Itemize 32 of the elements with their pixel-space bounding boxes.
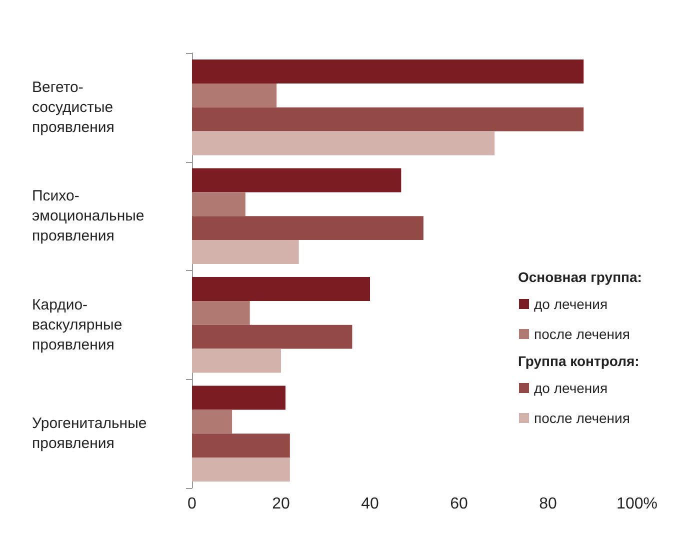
- legend-label: после лечения: [534, 410, 630, 426]
- bar: [192, 168, 402, 192]
- bar: [192, 192, 246, 216]
- legend-label: после лечения: [534, 326, 630, 342]
- text: Основная группа:: [518, 269, 642, 285]
- bar: [192, 458, 290, 482]
- bar: [192, 83, 277, 108]
- x-tick-label: 20: [272, 496, 290, 512]
- bar: [192, 410, 232, 434]
- legend-label: до лечения: [534, 380, 608, 396]
- y-tick-label: Психо- эмоциональные проявления: [32, 188, 144, 245]
- y-tick-label: Урогенитальные проявления: [32, 415, 147, 452]
- bar: [192, 277, 370, 301]
- bar: [192, 300, 250, 325]
- y-tick-label: Вегето- сосудистые проявления: [32, 78, 114, 136]
- bar: [192, 216, 424, 240]
- bar: [192, 386, 286, 410]
- x-tick-label: 40: [361, 496, 379, 512]
- x-tick-label: 0: [188, 496, 197, 512]
- x-tick-label: 60: [450, 496, 468, 512]
- text: Группа контроля:: [518, 353, 640, 369]
- bar: [192, 107, 584, 132]
- bar: [192, 324, 352, 349]
- bar: [192, 240, 299, 264]
- bar: [192, 131, 495, 156]
- x-tick-label: 100%: [616, 496, 658, 512]
- bar: [192, 434, 290, 458]
- bar: [192, 348, 281, 373]
- legend-label: до лечения: [534, 296, 608, 312]
- y-tick-label: Кардио- васкулярные проявления: [32, 296, 122, 354]
- bar: [192, 60, 584, 84]
- x-tick-label: 80: [539, 496, 557, 512]
